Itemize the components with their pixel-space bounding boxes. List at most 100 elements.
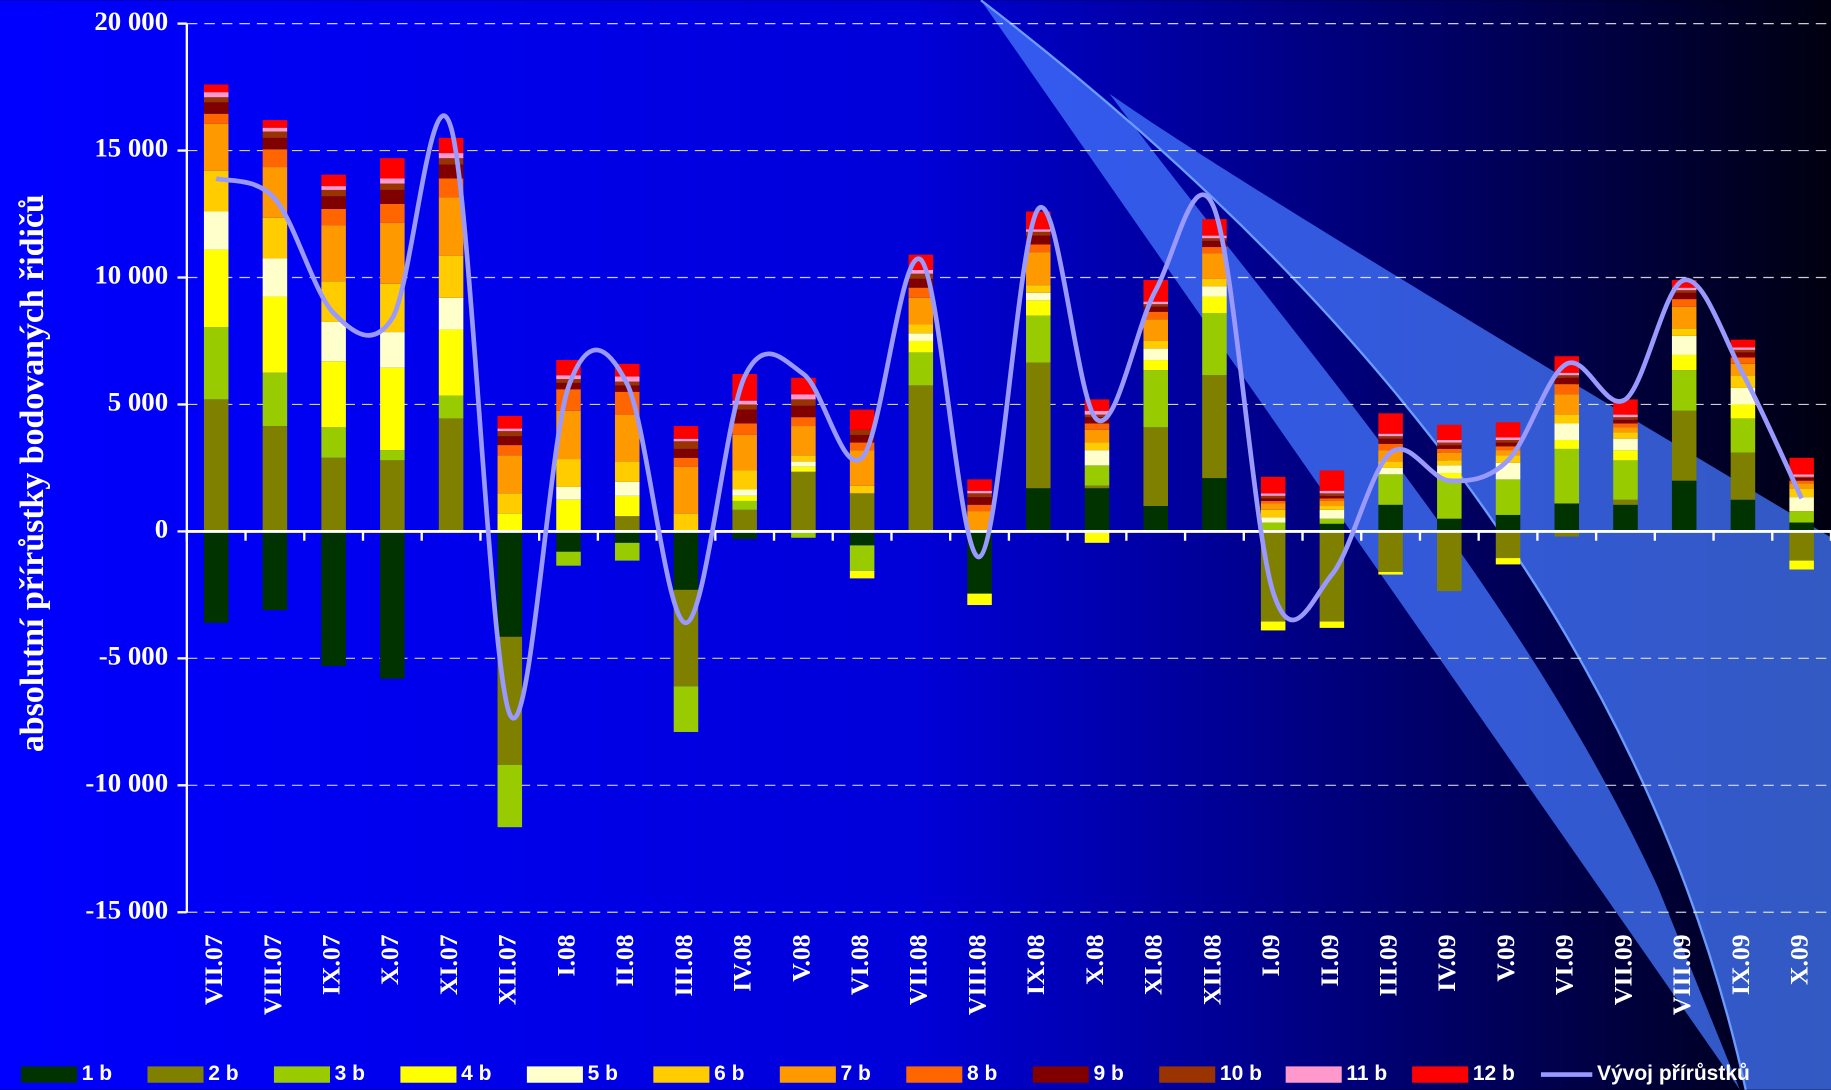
bar-segment xyxy=(263,120,288,128)
bar-segment xyxy=(1437,460,1462,465)
bar-segment xyxy=(380,332,405,368)
legend-swatch xyxy=(1159,1066,1215,1082)
bar-segment xyxy=(615,462,640,482)
bar-segment xyxy=(321,427,346,457)
bar-segment xyxy=(850,571,875,579)
legend-swatch xyxy=(1033,1066,1089,1082)
bar-segment xyxy=(1789,511,1814,522)
bar-segment xyxy=(1085,486,1110,489)
bar-segment xyxy=(380,460,405,531)
bar-segment xyxy=(321,209,346,226)
legend-label: Vývoj přírůstků xyxy=(1597,1062,1750,1085)
bar-segment xyxy=(1613,432,1638,438)
bar-segment xyxy=(263,297,288,373)
bar-segment xyxy=(674,467,699,514)
legend-label: 1 b xyxy=(82,1062,112,1085)
bar-segment xyxy=(1496,437,1521,440)
legend-label: 8 b xyxy=(967,1062,997,1085)
bar-segment xyxy=(1378,572,1403,575)
x-tick-label: X.08 xyxy=(1080,934,1109,985)
bar-segment xyxy=(1672,355,1697,370)
bar-segment xyxy=(1026,293,1051,301)
bar-segment xyxy=(1613,415,1638,418)
bar-segment xyxy=(204,102,229,113)
x-tick-label: VIII.09 xyxy=(1667,934,1696,1015)
bar-segment xyxy=(1496,479,1521,515)
bar-segment xyxy=(1554,503,1579,531)
x-tick-label: VIII.08 xyxy=(962,934,991,1015)
bar-segment xyxy=(1085,430,1110,443)
bar-segment xyxy=(1789,497,1814,511)
bar-segment xyxy=(204,250,229,327)
bar-segment xyxy=(1554,394,1579,414)
bar-segment xyxy=(380,190,405,204)
x-tick-label: IX.09 xyxy=(1726,934,1755,995)
bar-segment xyxy=(1437,453,1462,461)
bar-segment xyxy=(1320,496,1345,499)
bar-segment xyxy=(1026,252,1051,285)
bar-segment xyxy=(674,458,699,467)
bar-segment xyxy=(1085,450,1110,465)
x-tick-label: III.09 xyxy=(1373,934,1402,996)
x-tick-label: VI.08 xyxy=(845,934,874,995)
bar-segment xyxy=(615,516,640,531)
bar-segment xyxy=(321,225,346,281)
bar-segment xyxy=(1085,443,1110,451)
bar-segment xyxy=(1731,418,1756,452)
bar-segment xyxy=(1202,478,1227,531)
bar-segment xyxy=(556,487,581,500)
bar-segment xyxy=(204,97,229,102)
bar-segment xyxy=(909,333,934,341)
x-tick-label: X.07 xyxy=(375,934,404,985)
bar-segment xyxy=(263,132,288,138)
x-tick-label: IX.07 xyxy=(317,934,346,995)
x-tick-label: II.09 xyxy=(1315,934,1344,986)
bar-segment xyxy=(1320,519,1345,524)
bar-segment xyxy=(967,493,992,497)
bar-segment xyxy=(1672,328,1697,336)
legend-label: 2 b xyxy=(208,1062,238,1085)
bar-segment xyxy=(850,486,875,494)
x-tick-label: IV.09 xyxy=(1432,934,1461,991)
y-tick-label: 10 000 xyxy=(94,260,168,290)
bar-segment xyxy=(909,298,934,325)
bar-segment xyxy=(1437,449,1462,453)
x-tick-label: II.08 xyxy=(610,934,639,986)
bar-segment xyxy=(263,218,288,259)
x-tick-label: VII.07 xyxy=(199,934,228,1005)
y-tick-label: -10 000 xyxy=(85,767,168,797)
bar-segment xyxy=(1731,340,1756,348)
bar-segment xyxy=(1378,436,1403,439)
legend-label: 10 b xyxy=(1220,1062,1262,1085)
bar-segment xyxy=(1496,422,1521,437)
bar-segment xyxy=(615,531,640,542)
bar-segment xyxy=(204,85,229,93)
bar-segment xyxy=(1320,470,1345,490)
bar-segment xyxy=(1672,299,1697,307)
bar-segment xyxy=(439,330,464,396)
legend-swatch xyxy=(21,1066,77,1082)
bar-segment xyxy=(967,497,992,505)
bar-segment xyxy=(1789,561,1814,570)
bar-segment xyxy=(380,204,405,223)
bar-segment xyxy=(791,406,816,417)
bar-segment xyxy=(1085,423,1110,429)
y-tick-label: -5 000 xyxy=(99,641,168,671)
y-tick-label: 0 xyxy=(155,514,168,544)
bar-segment xyxy=(1496,515,1521,532)
y-tick-label: -15 000 xyxy=(85,894,168,924)
x-tick-label: IV.08 xyxy=(728,934,757,991)
x-tick-label: VIII.07 xyxy=(258,934,287,1015)
bar-segment xyxy=(1261,503,1286,509)
legend-swatch xyxy=(1286,1066,1342,1082)
bar-segment xyxy=(439,396,464,419)
bar-segment xyxy=(1202,286,1227,296)
bar-segment xyxy=(380,178,405,183)
bar-segment xyxy=(1496,558,1521,564)
bar-segment xyxy=(204,211,229,249)
bar-segment xyxy=(909,385,934,531)
bar-segment xyxy=(1378,468,1403,474)
bar-segment xyxy=(1085,488,1110,531)
legend-label: 12 b xyxy=(1473,1062,1515,1085)
bar-segment xyxy=(498,765,523,827)
